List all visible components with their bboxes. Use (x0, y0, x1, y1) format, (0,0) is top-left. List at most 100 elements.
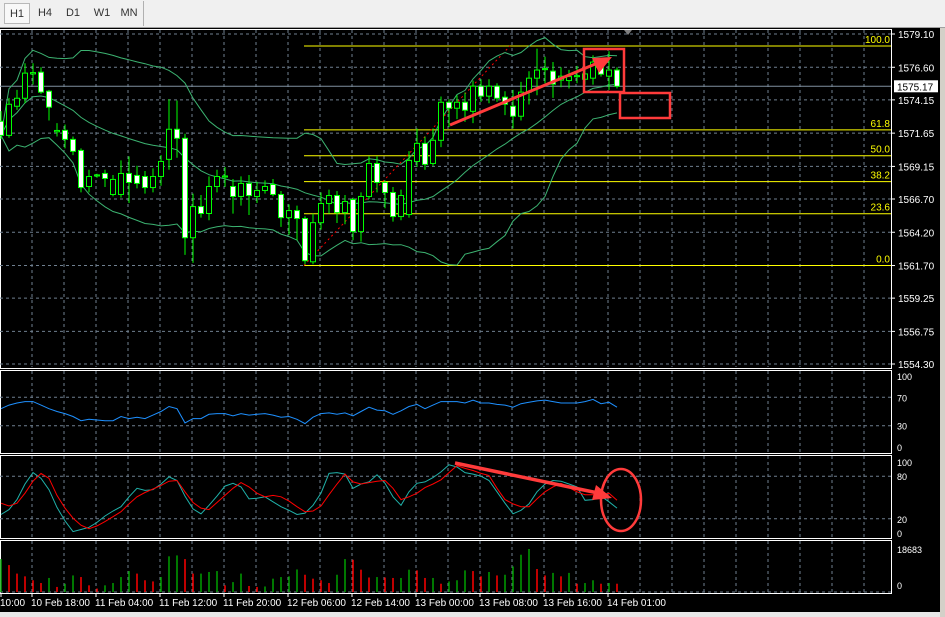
candle-body-bear (46, 90, 52, 108)
candle (294, 205, 300, 241)
candle (166, 99, 172, 170)
time-axis-label: 14 Feb 01:00 (607, 598, 666, 609)
fibonacci-level-label: 50.0 (871, 145, 891, 156)
stochastic-signal-line (0, 465, 618, 530)
tab-w1[interactable]: W1 (93, 7, 111, 19)
candle (78, 148, 84, 193)
candle-body-bull (326, 195, 332, 205)
candle-body-bull (414, 142, 420, 162)
candle-body-bull (110, 178, 116, 195)
annotation-arrow-up-head (592, 57, 612, 73)
tab-d1[interactable]: D1 (65, 7, 81, 19)
candle-body-bear (38, 71, 44, 93)
candle (326, 189, 332, 214)
candle (118, 160, 124, 198)
candle (438, 96, 444, 148)
candle-body-bear (510, 105, 516, 117)
fibonacci-level-label: 61.8 (871, 119, 891, 130)
candle-body-bear (462, 101, 468, 111)
candle (574, 65, 580, 84)
candle-body-bear (614, 69, 620, 87)
time-axis-label: 13 Feb 00:00 (415, 598, 474, 609)
tab-h4[interactable]: H4 (37, 7, 53, 19)
bollinger-middle-band (0, 83, 618, 205)
stochastic-main-line (0, 464, 618, 533)
fibonacci-level-label: 0.0 (876, 255, 890, 266)
candle (38, 67, 44, 94)
candle-body-bull (366, 162, 372, 197)
toolbar-separator (143, 1, 144, 26)
chart-canvas[interactable]: 1579.10 1576.60 1574.15 1571.65 1569.15 1566.… (0, 28, 940, 612)
candle (262, 180, 268, 194)
candle (302, 216, 308, 265)
rsi-axis-label: 30 (897, 422, 907, 432)
candle-body-bear (70, 138, 76, 152)
candle-body-bear (246, 182, 252, 197)
candle-body-bear (550, 70, 556, 85)
current-price-box (894, 80, 938, 93)
candle-body-bull (214, 176, 220, 187)
annotation-circle (599, 467, 643, 533)
candle (182, 133, 188, 255)
candle (550, 61, 556, 98)
rsi-axis-label: 100 (897, 372, 912, 382)
panel-border-2 (0, 455, 892, 539)
candle (214, 169, 220, 193)
candle (46, 89, 52, 121)
candle-body-bull (150, 176, 156, 189)
candle-body-bull (406, 159, 412, 216)
candle-body-bear (334, 195, 340, 214)
candle-body-bear (126, 172, 132, 183)
candle (350, 197, 356, 241)
candle-body-bull (166, 128, 172, 160)
candle (390, 187, 396, 222)
candle (54, 123, 60, 137)
candle (334, 191, 340, 223)
time-axis-label: 11 Feb 04:00 (95, 598, 154, 609)
candle-body-bull (238, 182, 244, 197)
candle-body-bear (350, 199, 356, 233)
candle (614, 67, 620, 89)
candle-body-bull (574, 75, 580, 78)
candle (310, 213, 316, 265)
tab-h1[interactable]: H1 (4, 3, 30, 24)
candle (454, 95, 460, 120)
panel-border-1 (0, 370, 892, 454)
candle (30, 63, 36, 85)
price-tick-label: 1559.25 (898, 294, 935, 305)
candle (398, 189, 404, 221)
candle (382, 180, 388, 209)
candle-body-bull (14, 97, 20, 107)
candle (126, 156, 132, 203)
candle (94, 173, 100, 178)
chart-window[interactable]: 1579.10 1576.60 1574.15 1571.65 1569.15 1566.… (0, 28, 940, 612)
candle-body-bull (486, 85, 492, 97)
candle-body-bull (206, 185, 212, 214)
time-axis-label: 12 Feb 06:00 (287, 598, 346, 609)
price-tick-label: 1571.65 (898, 129, 935, 140)
bollinger-lower-band (0, 112, 618, 266)
price-tick-label: 1561.70 (898, 262, 935, 273)
tab-mn[interactable]: MN (120, 7, 138, 19)
candle-body-bear (134, 174, 140, 184)
candle-body-bear (182, 137, 188, 239)
chart-shift-marker (624, 30, 632, 35)
candle (510, 89, 516, 129)
candle-body-bear (374, 162, 380, 183)
time-axis-label: 13 Feb 08:00 (479, 598, 538, 609)
candle-body-bull (158, 160, 164, 178)
time-axis-label: 13 Feb 16:00 (543, 598, 602, 609)
candle-body-bull (94, 174, 100, 177)
candle (86, 169, 92, 193)
candle (150, 168, 156, 193)
annotation-arrow-up (449, 60, 601, 127)
candle-body-bull (590, 61, 596, 79)
bollinger-upper-band (0, 37, 618, 166)
candle-body-bull (190, 206, 196, 239)
candle (14, 89, 20, 110)
rsi-line (0, 398, 618, 425)
candle-body-bull (438, 101, 444, 141)
candle-body-bull (6, 103, 12, 136)
candle (462, 92, 468, 122)
candle-body-bear (494, 85, 500, 99)
